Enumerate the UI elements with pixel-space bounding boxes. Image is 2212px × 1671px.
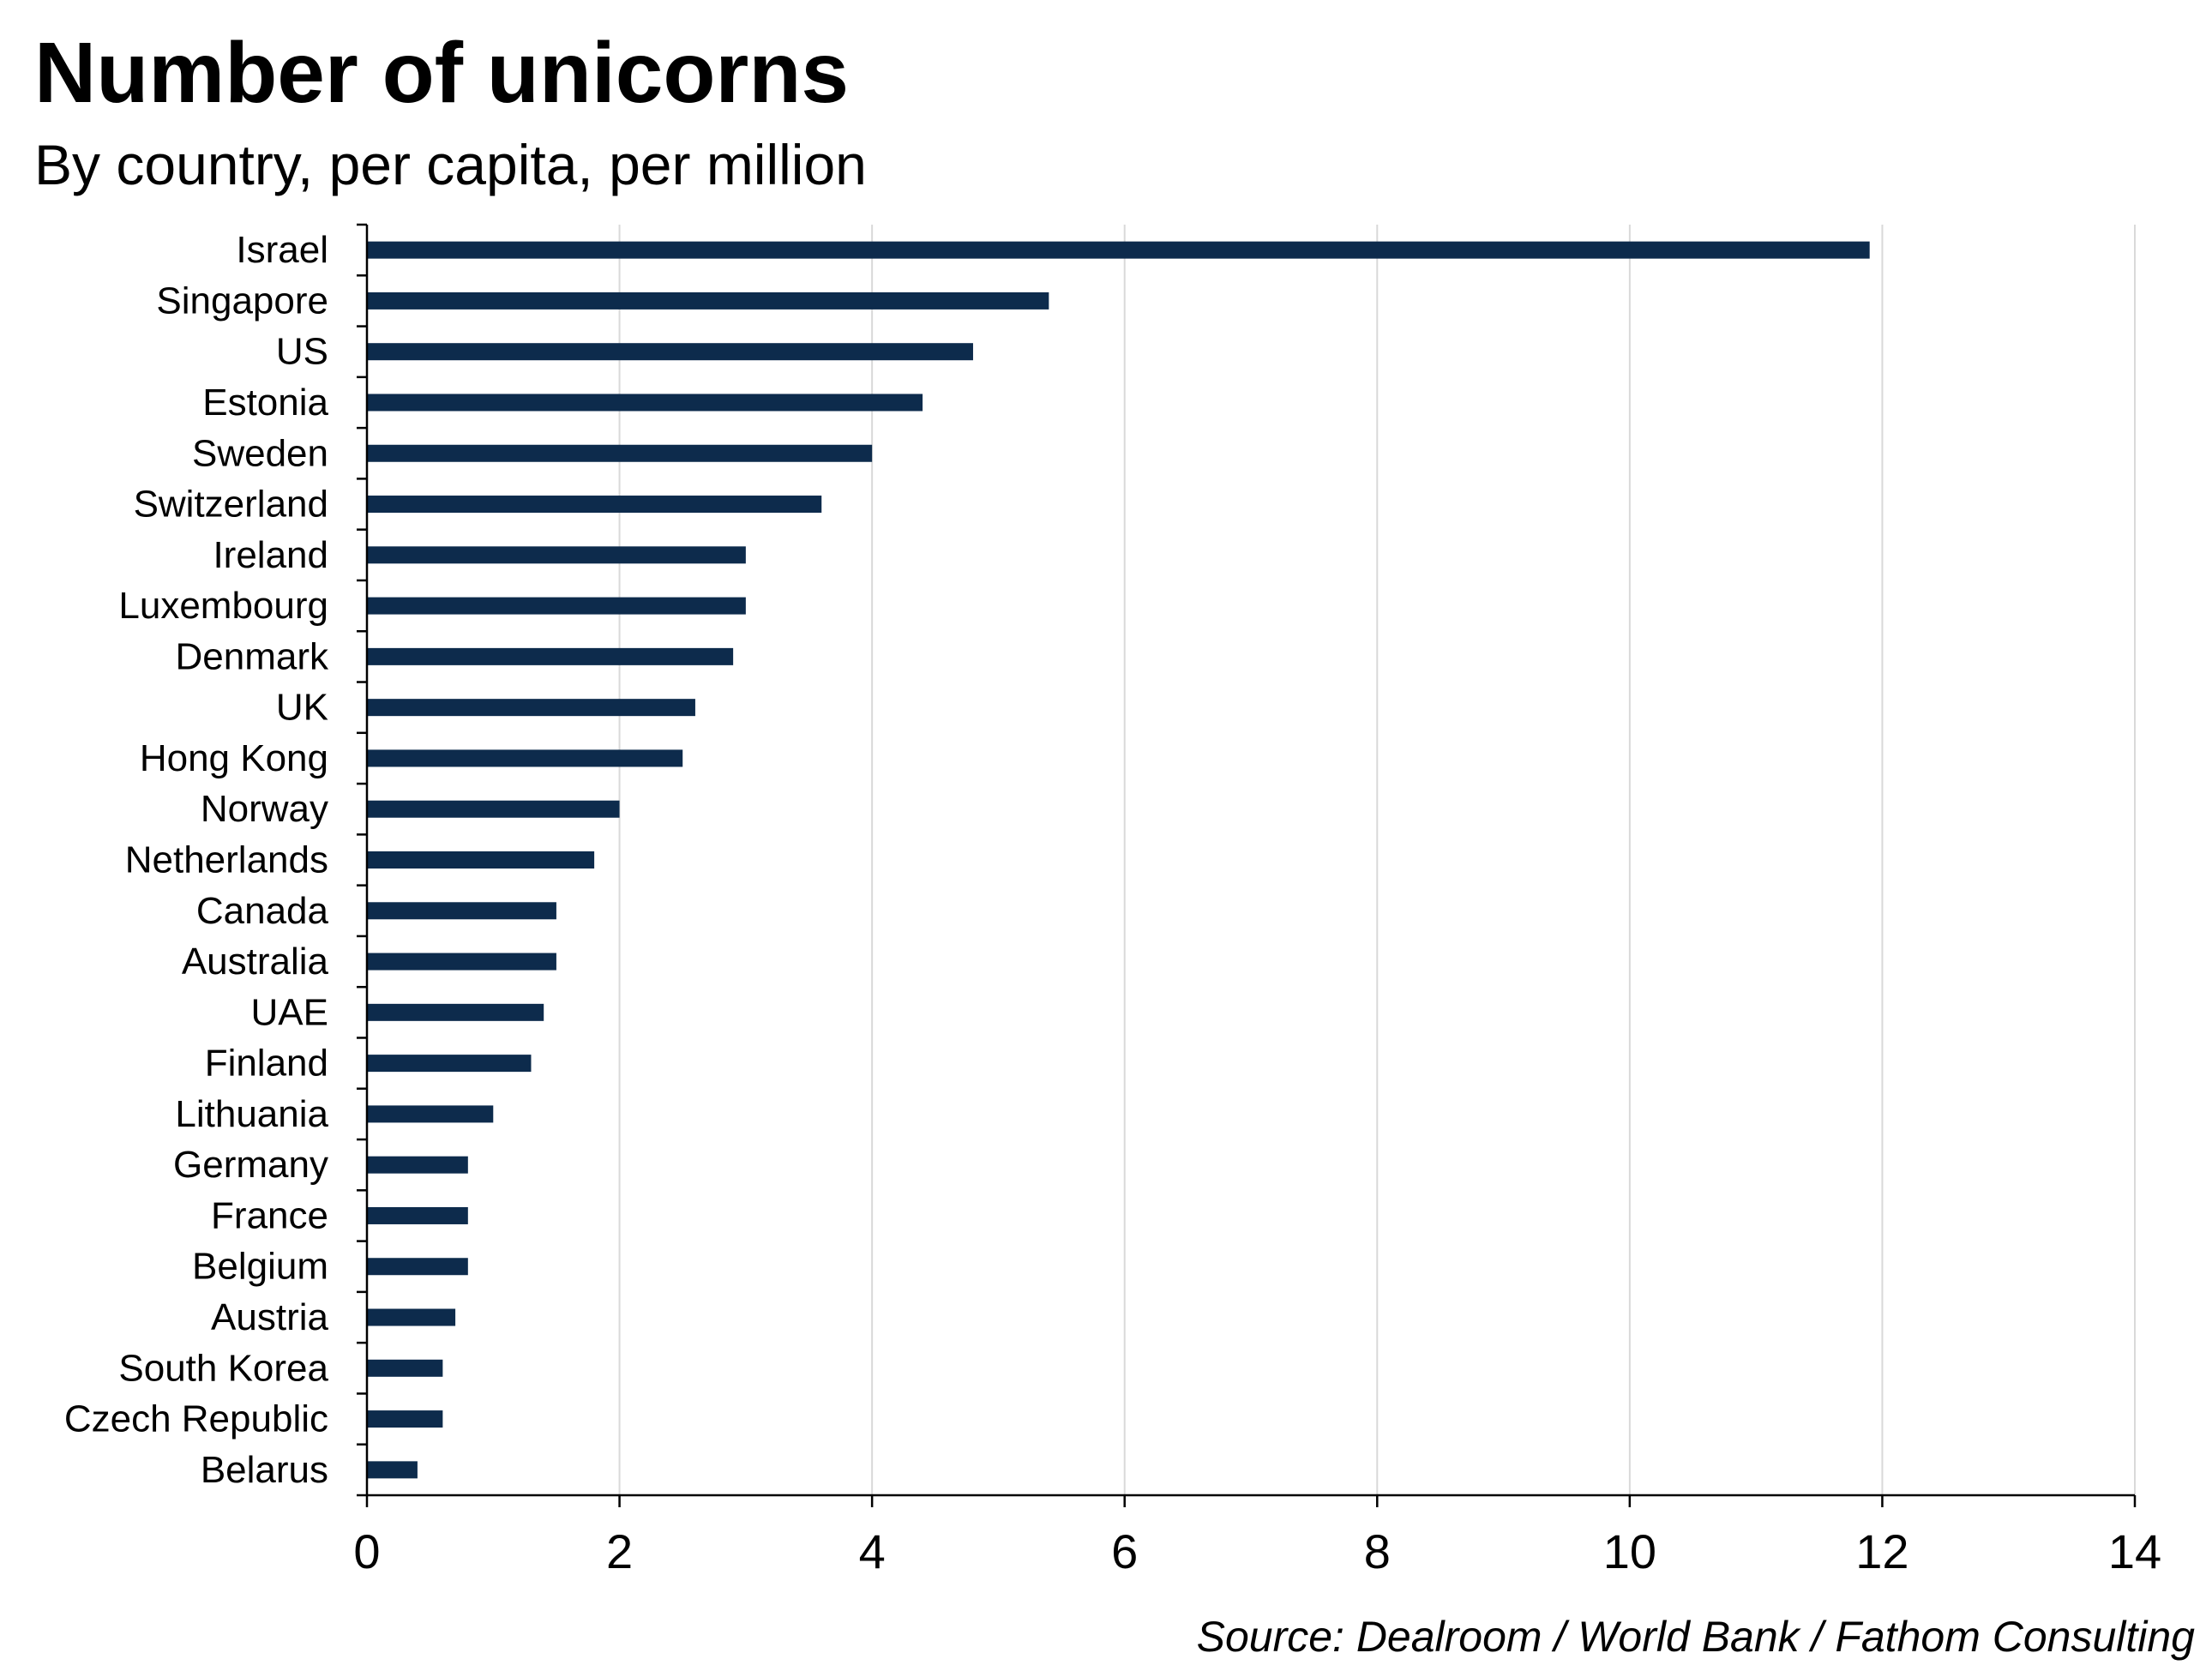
bar-switzerland [367,496,822,514]
category-label: UK [276,687,328,729]
source-note: Source: Dealroom / World Bank / Fathom C… [1196,1613,2195,1661]
bar-australia [367,953,556,971]
bar-canada [367,902,556,920]
x-tick-label: 2 [606,1524,633,1578]
x-tick-label: 8 [1364,1524,1391,1578]
category-label: Belgium [192,1246,328,1288]
category-label: Luxembourg [118,585,328,627]
bar-netherlands [367,851,595,869]
bar-denmark [367,647,734,665]
bar-norway [367,800,620,818]
bar-belgium [367,1258,468,1276]
chart-title: Number of unicorns [34,25,850,121]
x-tick-label: 6 [1111,1524,1138,1578]
category-label: Belarus [201,1449,328,1491]
category-label: Sweden [192,432,328,474]
x-tick-labels: 0 2 4 6 8 10 12 14 [353,1524,2161,1578]
bar-austria [367,1308,456,1326]
bar-uae [367,1003,544,1021]
bar-germany [367,1156,468,1174]
bar-france [367,1206,468,1224]
x-tick-label: 14 [2108,1524,2161,1578]
x-tick-label: 10 [1603,1524,1656,1578]
category-label: Hong Kong [140,737,328,779]
x-tick-label: 4 [859,1524,886,1578]
category-label: Australia [182,941,329,983]
category-label: Switzerland [134,484,328,526]
bar-lithuania [367,1105,494,1123]
gridlines [618,225,2136,1495]
bar-belarus [367,1461,418,1479]
bar-estonia [367,394,923,412]
category-label: Netherlands [125,839,328,881]
category-label: Lithuania [175,1093,328,1135]
category-label: South Korea [118,1347,328,1389]
category-label: Austria [211,1296,328,1338]
category-label: France [211,1194,328,1236]
category-label: Czech Republic [64,1398,328,1440]
bar-south-korea [367,1359,443,1377]
bars [367,241,1870,1479]
bar-ireland [367,546,746,564]
category-label: Estonia [202,382,328,424]
bar-luxembourg [367,597,746,615]
category-label: UAE [251,991,328,1033]
category-label: Canada [196,890,329,932]
category-label: Germany [173,1144,328,1186]
bar-finland [367,1055,532,1073]
category-label: Singapore [156,280,328,322]
category-label: Norway [201,788,328,830]
bar-israel [367,241,1870,259]
x-tick-label: 12 [1855,1524,1908,1578]
category-label: Ireland [213,534,328,576]
category-label: Finland [205,1043,328,1085]
bar-uk [367,699,695,717]
bar-us [367,343,973,361]
bar-singapore [367,292,1049,310]
bar-sweden [367,444,873,462]
bar-czech-republic [367,1410,443,1428]
category-labels: Israel Singapore US Estonia Sweden Switzerlan… [64,229,329,1491]
x-tick-label: 0 [353,1524,380,1578]
axes [357,223,2137,1507]
category-label: Denmark [176,635,329,677]
category-label: US [276,331,328,373]
category-label: Israel [236,229,328,271]
chart-subtitle: By country, per capita, per million [34,133,867,196]
bar-hong-kong [367,749,683,767]
